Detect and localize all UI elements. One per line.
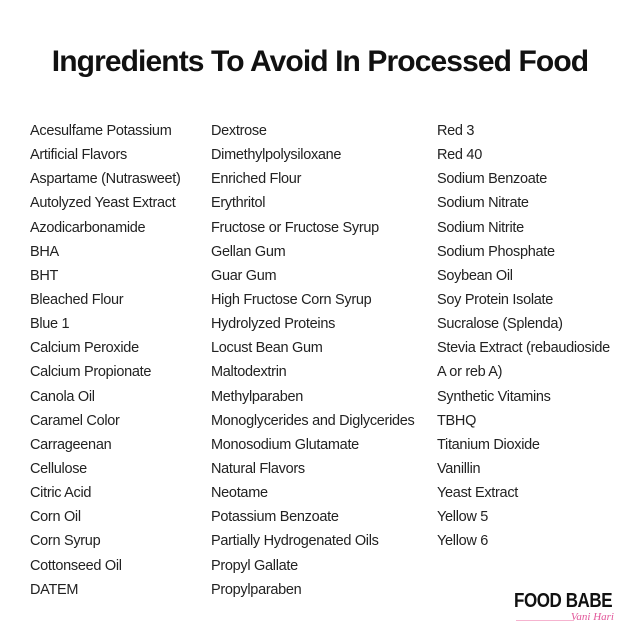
ingredient-item: Dextrose bbox=[211, 123, 267, 139]
ingredient-item: Sucralose (Splenda) bbox=[437, 316, 563, 333]
ingredient-item: Hydrolyzed Proteins bbox=[211, 316, 336, 333]
ingredient-item: Enriched Flour bbox=[211, 171, 302, 188]
ingredient-item: BHA bbox=[30, 243, 59, 260]
ingredient-item: Yellow 6 bbox=[437, 533, 489, 550]
ingredient-column-1: Acesulfame Potassium Artificial Flavors As… bbox=[30, 121, 181, 604]
food-babe-logo: FOOD BABE Vani Hari bbox=[514, 590, 624, 627]
ingredient-item: Methylparaben bbox=[211, 388, 304, 405]
ingredient-item: Natural Flavors bbox=[211, 460, 305, 477]
ingredient-item: Cottonseed Oil bbox=[30, 557, 122, 574]
logo-divider bbox=[516, 620, 574, 621]
ingredient-item: Synthetic Vitamins bbox=[437, 388, 551, 405]
ingredient-item: Red 40 bbox=[437, 147, 482, 164]
ingredient-item: Propylparaben bbox=[211, 581, 302, 598]
ingredient-item: Gellan Gum bbox=[211, 243, 286, 260]
ingredient-item: Monosodium Glutamate bbox=[211, 436, 359, 453]
ingredient-item: Sodium Benzoate bbox=[437, 171, 547, 188]
ingredient-item: Calcium Propionate bbox=[30, 364, 152, 381]
ingredient-item: Maltodextrin bbox=[211, 364, 287, 381]
ingredient-item: Propyl Gallate bbox=[211, 557, 298, 574]
ingredient-item: Carrageenan bbox=[30, 436, 112, 453]
ingredient-item: Caramel Color bbox=[30, 412, 120, 429]
ingredient-item: Fructose or Fructose Syrup bbox=[211, 219, 379, 236]
ingredient-item: Guar Gum bbox=[211, 267, 277, 284]
ingredient-item: Corn Syrup bbox=[30, 533, 101, 550]
ingredient-item: Erythritol bbox=[211, 195, 266, 212]
ingredient-item: BHT bbox=[30, 267, 59, 284]
ingredient-item: Titanium Dioxide bbox=[437, 436, 540, 453]
ingredient-item: Sodium Phosphate bbox=[437, 243, 555, 260]
ingredient-item: Calcium Peroxide bbox=[30, 340, 139, 357]
ingredient-column-2: Dextrose Dimethylpolysiloxane Enriched Flo… bbox=[211, 121, 415, 604]
page-title: Ingredients To Avoid In Processed Food bbox=[51, 45, 589, 78]
ingredient-item: Blue 1 bbox=[30, 316, 70, 333]
ingredient-item: Soy Protein Isolate bbox=[437, 291, 554, 308]
ingredient-item: Sodium Nitrate bbox=[437, 195, 529, 212]
ingredient-item: Stevia Extract (rebaudioside bbox=[437, 340, 610, 357]
ingredient-item: Partially Hydrogenated Oils bbox=[211, 533, 379, 550]
ingredient-item: Monoglycerides and Diglycerides bbox=[211, 412, 415, 429]
ingredient-item: Potassium Benzoate bbox=[211, 509, 339, 526]
ingredient-item: Yeast Extract bbox=[437, 485, 518, 502]
logo-brand: FOOD BABE bbox=[514, 590, 613, 612]
ingredient-item: Vanillin bbox=[437, 460, 481, 477]
ingredient-item: TBHQ bbox=[437, 412, 477, 429]
ingredient-item: Cellulose bbox=[30, 460, 87, 477]
ingredient-item: Azodicarbonamide bbox=[30, 219, 146, 236]
ingredient-item: Soybean Oil bbox=[437, 267, 513, 284]
ingredient-item: Aspartame (Nutrasweet) bbox=[30, 171, 181, 188]
ingredient-item: Canola Oil bbox=[30, 388, 95, 405]
ingredient-item: A or reb A) bbox=[437, 364, 503, 381]
ingredient-item: Locust Bean Gum bbox=[211, 340, 323, 357]
ingredient-item: Citric Acid bbox=[30, 485, 92, 502]
ingredient-item: Yellow 5 bbox=[437, 509, 489, 526]
ingredient-item: Sodium Nitrite bbox=[437, 219, 524, 236]
ingredient-column-3: Red 3 Red 40 Sodium Benzoate Sodium Nitrate… bbox=[437, 121, 610, 556]
ingredient-item: Neotame bbox=[211, 485, 268, 502]
ingredient-item: Autolyzed Yeast Extract bbox=[30, 195, 176, 212]
ingredient-item: Corn Oil bbox=[30, 509, 81, 526]
ingredient-item: Dimethylpolysiloxane bbox=[211, 147, 342, 164]
ingredient-item: Acesulfame Potassium bbox=[30, 123, 172, 139]
ingredient-item: Artificial Flavors bbox=[30, 147, 127, 164]
ingredient-item: Bleached Flour bbox=[30, 291, 124, 308]
ingredient-item: High Fructose Corn Syrup bbox=[211, 291, 372, 308]
ingredient-item: Red 3 bbox=[437, 123, 475, 139]
logo-author: Vani Hari bbox=[570, 611, 614, 623]
ingredient-item: DATEM bbox=[30, 581, 79, 598]
